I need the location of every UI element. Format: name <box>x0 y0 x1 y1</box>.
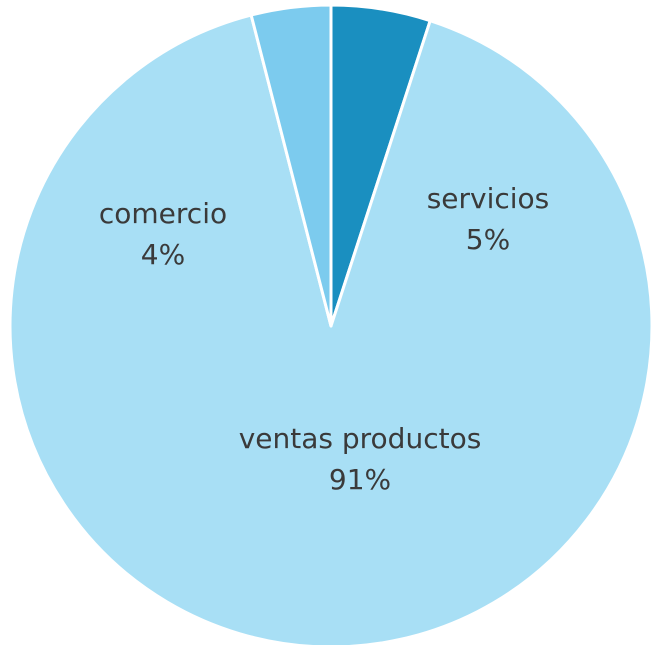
slice-value-label: 5% <box>466 223 510 256</box>
slice-category-label: comercio <box>99 197 227 230</box>
pie-slice <box>8 13 652 645</box>
slice-value-label: 91% <box>329 463 391 496</box>
slice-category-label: servicios <box>427 182 550 215</box>
pie-slice <box>249 3 333 328</box>
slice-category-label: ventas productos <box>239 422 482 455</box>
slice-value-label: 4% <box>141 238 185 271</box>
